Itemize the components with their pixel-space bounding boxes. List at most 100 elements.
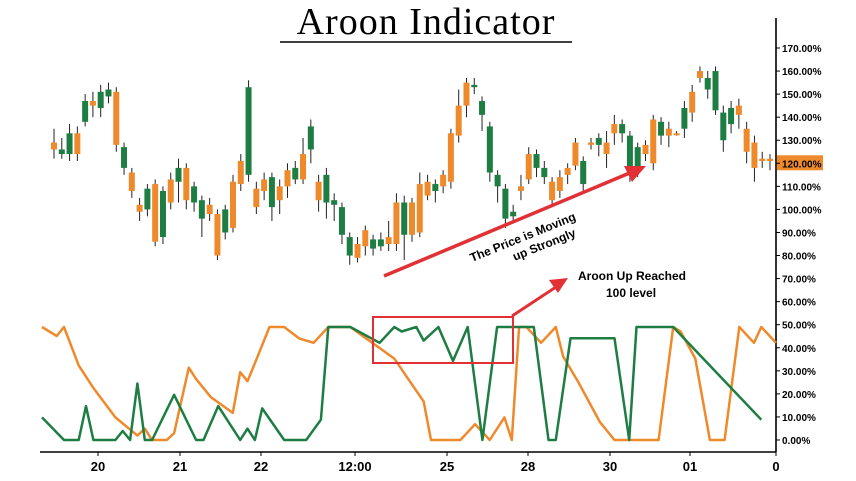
candle <box>564 163 571 185</box>
candle-body <box>253 188 260 208</box>
candle <box>121 142 128 175</box>
candle-body <box>665 128 672 136</box>
candle <box>66 124 73 161</box>
candle <box>455 89 462 143</box>
candle-body <box>533 154 540 168</box>
candle-body <box>261 179 268 191</box>
candle-body <box>611 124 618 134</box>
candle <box>276 179 283 215</box>
candle-body <box>409 202 415 235</box>
candle <box>346 232 353 265</box>
candle <box>517 174 524 201</box>
candle-body <box>206 204 213 215</box>
candle-body <box>346 237 353 256</box>
aroon-up-line <box>41 325 763 442</box>
candle <box>82 94 89 127</box>
candle-body <box>494 174 501 187</box>
candle-body <box>338 207 345 235</box>
candle <box>191 181 198 212</box>
candle <box>206 197 213 221</box>
candle-body <box>136 204 143 212</box>
candle-body <box>549 181 556 201</box>
candle <box>152 179 159 247</box>
candle <box>214 209 221 261</box>
candle <box>595 133 602 157</box>
candle <box>113 87 120 152</box>
candle-body <box>634 147 641 171</box>
candle <box>354 237 361 263</box>
candle-body <box>159 190 166 238</box>
candle <box>167 172 174 210</box>
y-tick-label: 80.00% <box>782 252 816 263</box>
candle <box>128 167 135 198</box>
candle-body <box>66 133 73 155</box>
x-tick-label: 30 <box>603 459 617 474</box>
candle-body <box>650 119 657 164</box>
candle-body <box>735 105 742 115</box>
candle <box>767 154 773 171</box>
candle-body <box>74 133 81 155</box>
candle <box>471 77 478 95</box>
candle <box>533 149 540 178</box>
candle-body <box>121 147 128 168</box>
candle-body <box>97 91 104 108</box>
candle-body <box>89 101 96 106</box>
candle-body <box>595 137 602 145</box>
candle <box>704 71 711 99</box>
x-tick-label: 0 <box>772 459 779 474</box>
candle <box>580 156 587 194</box>
candle <box>307 119 314 164</box>
candle-body <box>432 184 439 191</box>
x-tick-label: 01 <box>683 459 697 474</box>
candle <box>89 91 96 118</box>
candle <box>401 195 408 261</box>
candle <box>331 193 338 221</box>
candle-body <box>486 126 493 173</box>
candle-body <box>300 154 307 180</box>
candle-body <box>517 186 524 191</box>
candle <box>97 84 104 118</box>
candle <box>549 177 556 205</box>
candle-body <box>307 126 314 150</box>
candle <box>105 82 112 104</box>
candle <box>362 225 369 256</box>
candle <box>689 84 696 122</box>
candle <box>611 114 618 145</box>
candle <box>502 184 509 228</box>
candle-body <box>144 188 151 210</box>
candle-body <box>720 112 727 141</box>
y-tick-label: 140.00% <box>782 113 822 124</box>
candle-body <box>440 174 447 187</box>
candle <box>463 77 470 118</box>
candle-body <box>152 184 159 242</box>
candle-body <box>580 160 587 185</box>
x-axis-ticks: 20 21 22 12:00 25 28 30 01 0 <box>91 452 780 474</box>
candle <box>159 186 166 244</box>
candle-body <box>603 142 610 155</box>
candle <box>338 202 345 244</box>
y-tick-label: 50.00% <box>782 321 816 332</box>
candle <box>588 137 594 150</box>
candle <box>743 121 750 164</box>
candle <box>183 163 190 210</box>
y-axis-ticks: 170.00% 160.00% 150.00% 140.00% 130.00% 120.0… <box>776 44 822 447</box>
candle <box>370 234 377 256</box>
candle-body <box>276 186 283 201</box>
candle-body <box>284 170 291 187</box>
x-tick-label: 21 <box>173 459 187 474</box>
candles-layer <box>51 66 773 265</box>
y-tick-label: 170.00% <box>782 44 822 55</box>
x-tick-label: 12:00 <box>338 459 371 474</box>
candle <box>619 119 626 143</box>
candle <box>712 66 719 115</box>
candle <box>409 197 415 242</box>
candle <box>74 126 81 161</box>
candle <box>510 204 517 221</box>
candle-body <box>447 133 454 182</box>
candle-body <box>471 84 478 88</box>
aroon-lines-layer <box>41 325 777 442</box>
candle <box>230 174 236 233</box>
candle-body <box>556 177 563 191</box>
candle <box>300 137 307 185</box>
y-tick-label: 0.00% <box>782 436 810 447</box>
